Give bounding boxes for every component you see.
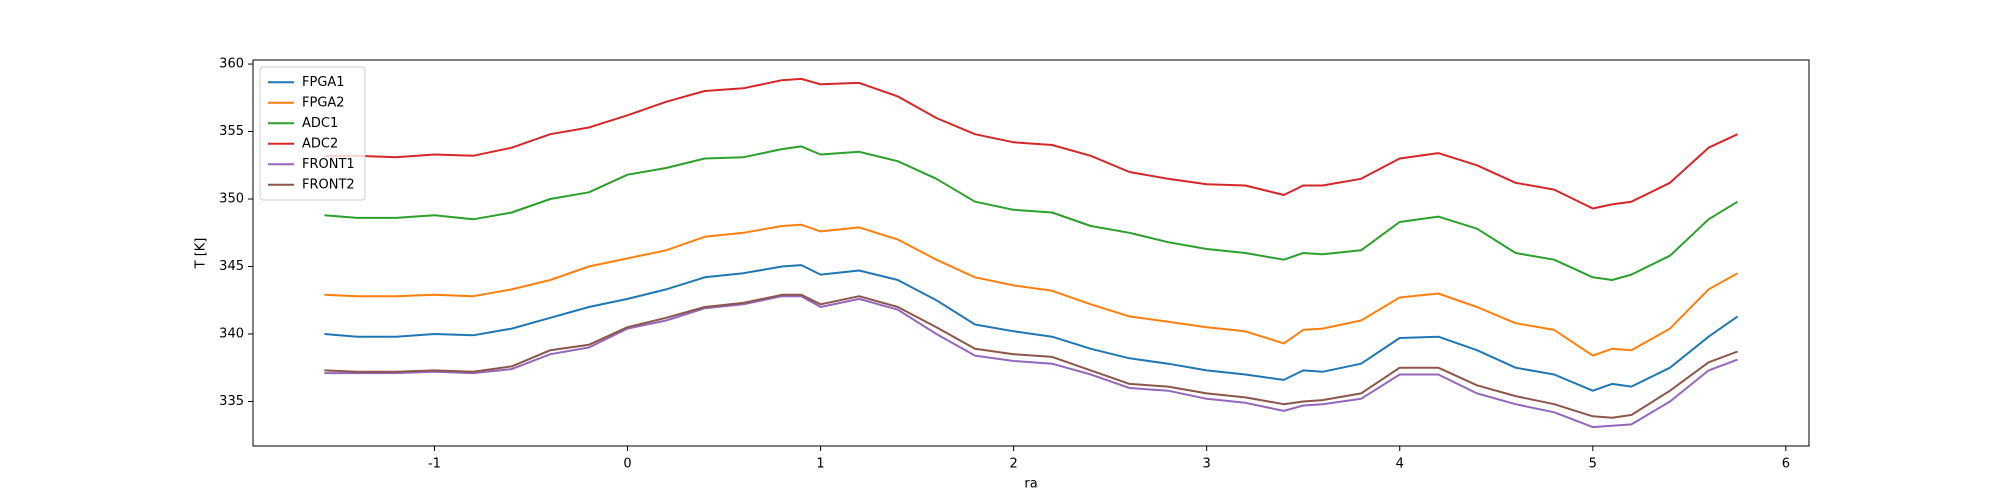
plot-frame	[252, 59, 1810, 447]
x-tick-label: 4	[1396, 457, 1404, 472]
legend-label: FRONT1	[302, 157, 355, 172]
legend-label: FPGA2	[302, 95, 345, 110]
y-tick-label: 340	[219, 326, 244, 341]
y-axis-label: T [K]	[194, 238, 209, 270]
y-tick-label: 360	[219, 57, 244, 72]
y-tick-label: 350	[219, 192, 244, 207]
data-line	[324, 145, 1739, 281]
x-tick-label: 6	[1782, 457, 1790, 472]
data-line	[324, 77, 1739, 210]
legend-box	[259, 66, 366, 201]
data-line	[324, 293, 1738, 419]
legend-label: FPGA1	[302, 75, 345, 90]
x-tick-label: -1	[428, 457, 441, 472]
plot-area	[253, 60, 1809, 446]
legend-label: ADC2	[302, 136, 338, 151]
y-tick-label: 355	[219, 124, 244, 139]
data-line	[324, 264, 1739, 392]
x-tick-label: 2	[1009, 457, 1017, 472]
legend: FPGA1 FPGA2 ADC1 ADC2 FRONT1 FRONT2	[259, 66, 366, 201]
y-tick-label: 345	[219, 259, 244, 274]
x-tick-label: 5	[1589, 457, 1597, 472]
x-tick-label: 0	[623, 457, 631, 472]
legend-label: FRONT2	[302, 177, 355, 192]
y-tick-label: 335	[219, 394, 244, 409]
x-axis-label: ra	[1024, 477, 1037, 492]
x-tick-label: 1	[816, 457, 824, 472]
data-line	[324, 295, 1738, 429]
data-line	[324, 223, 1739, 357]
x-tick-label: 3	[1203, 457, 1211, 472]
legend-label: ADC1	[302, 116, 338, 131]
